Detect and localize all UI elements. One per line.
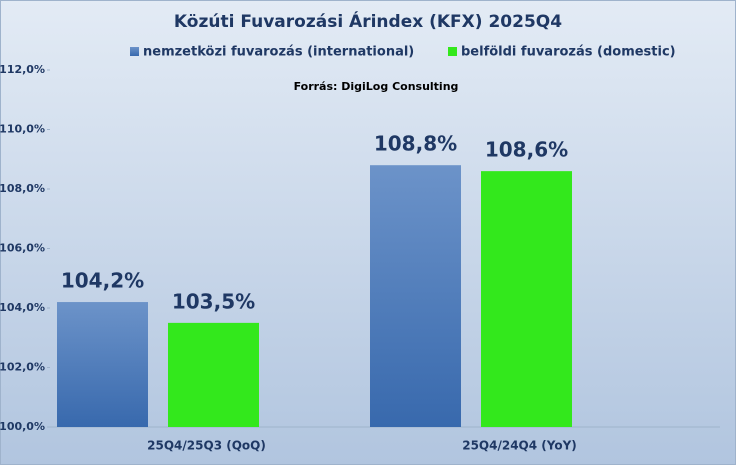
value-label: 103,5% — [172, 289, 255, 313]
value-label: 104,2% — [61, 269, 144, 293]
y-tick-label: 110,0% — [0, 123, 45, 136]
value-label: 108,8% — [374, 132, 457, 156]
y-tick-label: 102,0% — [0, 361, 45, 374]
y-tick-label: 104,0% — [0, 301, 45, 314]
y-tick-label: 106,0% — [0, 242, 45, 255]
bar — [370, 165, 461, 427]
chart-title: Közúti Fuvarozási Árindex (KFX) 2025Q4 — [174, 10, 562, 32]
bar — [168, 322, 259, 427]
legend-label: nemzetközi fuvarozás (international) — [143, 45, 414, 60]
y-tick-label: 100,0% — [0, 420, 45, 433]
y-tick-label: 108,0% — [0, 182, 45, 195]
bar — [57, 302, 148, 427]
x-tick-label: 25Q4/25Q3 (QoQ) — [147, 439, 266, 453]
legend-label: belföldi fuvarozás (domestic) — [461, 45, 676, 60]
bar — [481, 171, 572, 427]
legend-swatch — [448, 47, 457, 56]
y-tick-label: 112,0% — [0, 63, 45, 76]
legend-swatch — [130, 47, 139, 56]
x-tick-label: 25Q4/24Q4 (YoY) — [462, 439, 577, 453]
value-label: 108,6% — [485, 138, 568, 162]
source-note: Forrás: DigiLog Consulting — [294, 80, 459, 93]
